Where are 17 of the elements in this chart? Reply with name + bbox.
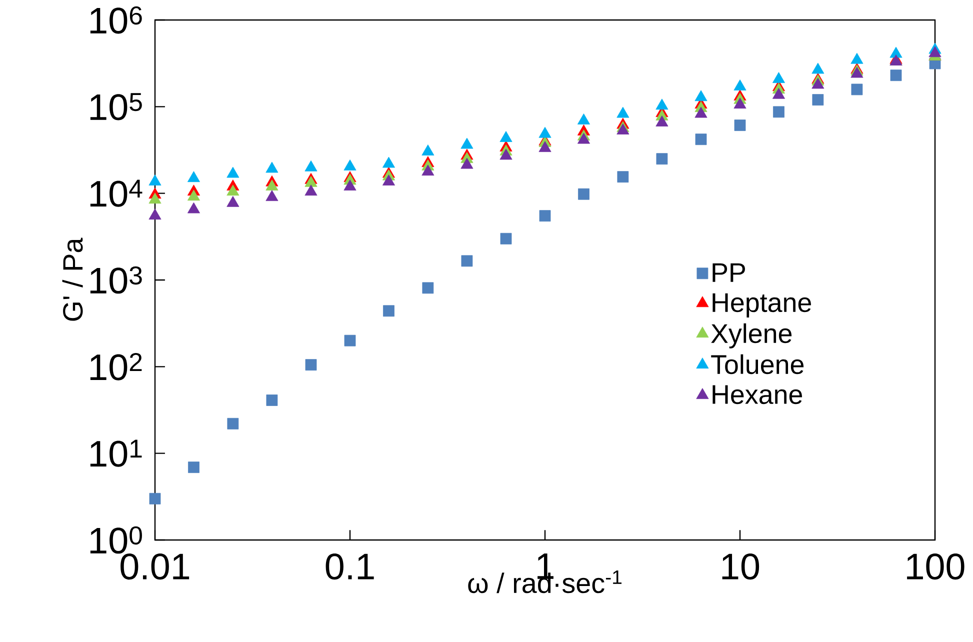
- y-axis-title: G' / Pa: [62, 238, 83, 321]
- legend-label: Xylene: [711, 323, 792, 348]
- y-tick-label: 10$^{0}$: [90, 526, 142, 554]
- y-tick-label: 10$^{6}$: [90, 6, 142, 34]
- legend-label: Toluene: [711, 354, 804, 374]
- legend-label: PP: [712, 263, 745, 282]
- y-tick-label: 10$^{3}$: [90, 266, 142, 294]
- x-tick-label: 0.1: [326, 554, 374, 580]
- y-tick-label: 10$^{1}$: [90, 440, 142, 467]
- legend-label: Hexane: [712, 385, 802, 404]
- x-tick-label: 100: [907, 554, 964, 580]
- y-tick-label: 10$^{5}$: [90, 93, 142, 120]
- y-tick-label: 10$^{2}$: [90, 352, 142, 380]
- x-tick-label: 10: [722, 554, 760, 580]
- y-tick-label: 10$^{4}$: [90, 180, 142, 207]
- legend-label: Heptane: [712, 293, 811, 318]
- x-tick-label: 0.01: [120, 554, 190, 580]
